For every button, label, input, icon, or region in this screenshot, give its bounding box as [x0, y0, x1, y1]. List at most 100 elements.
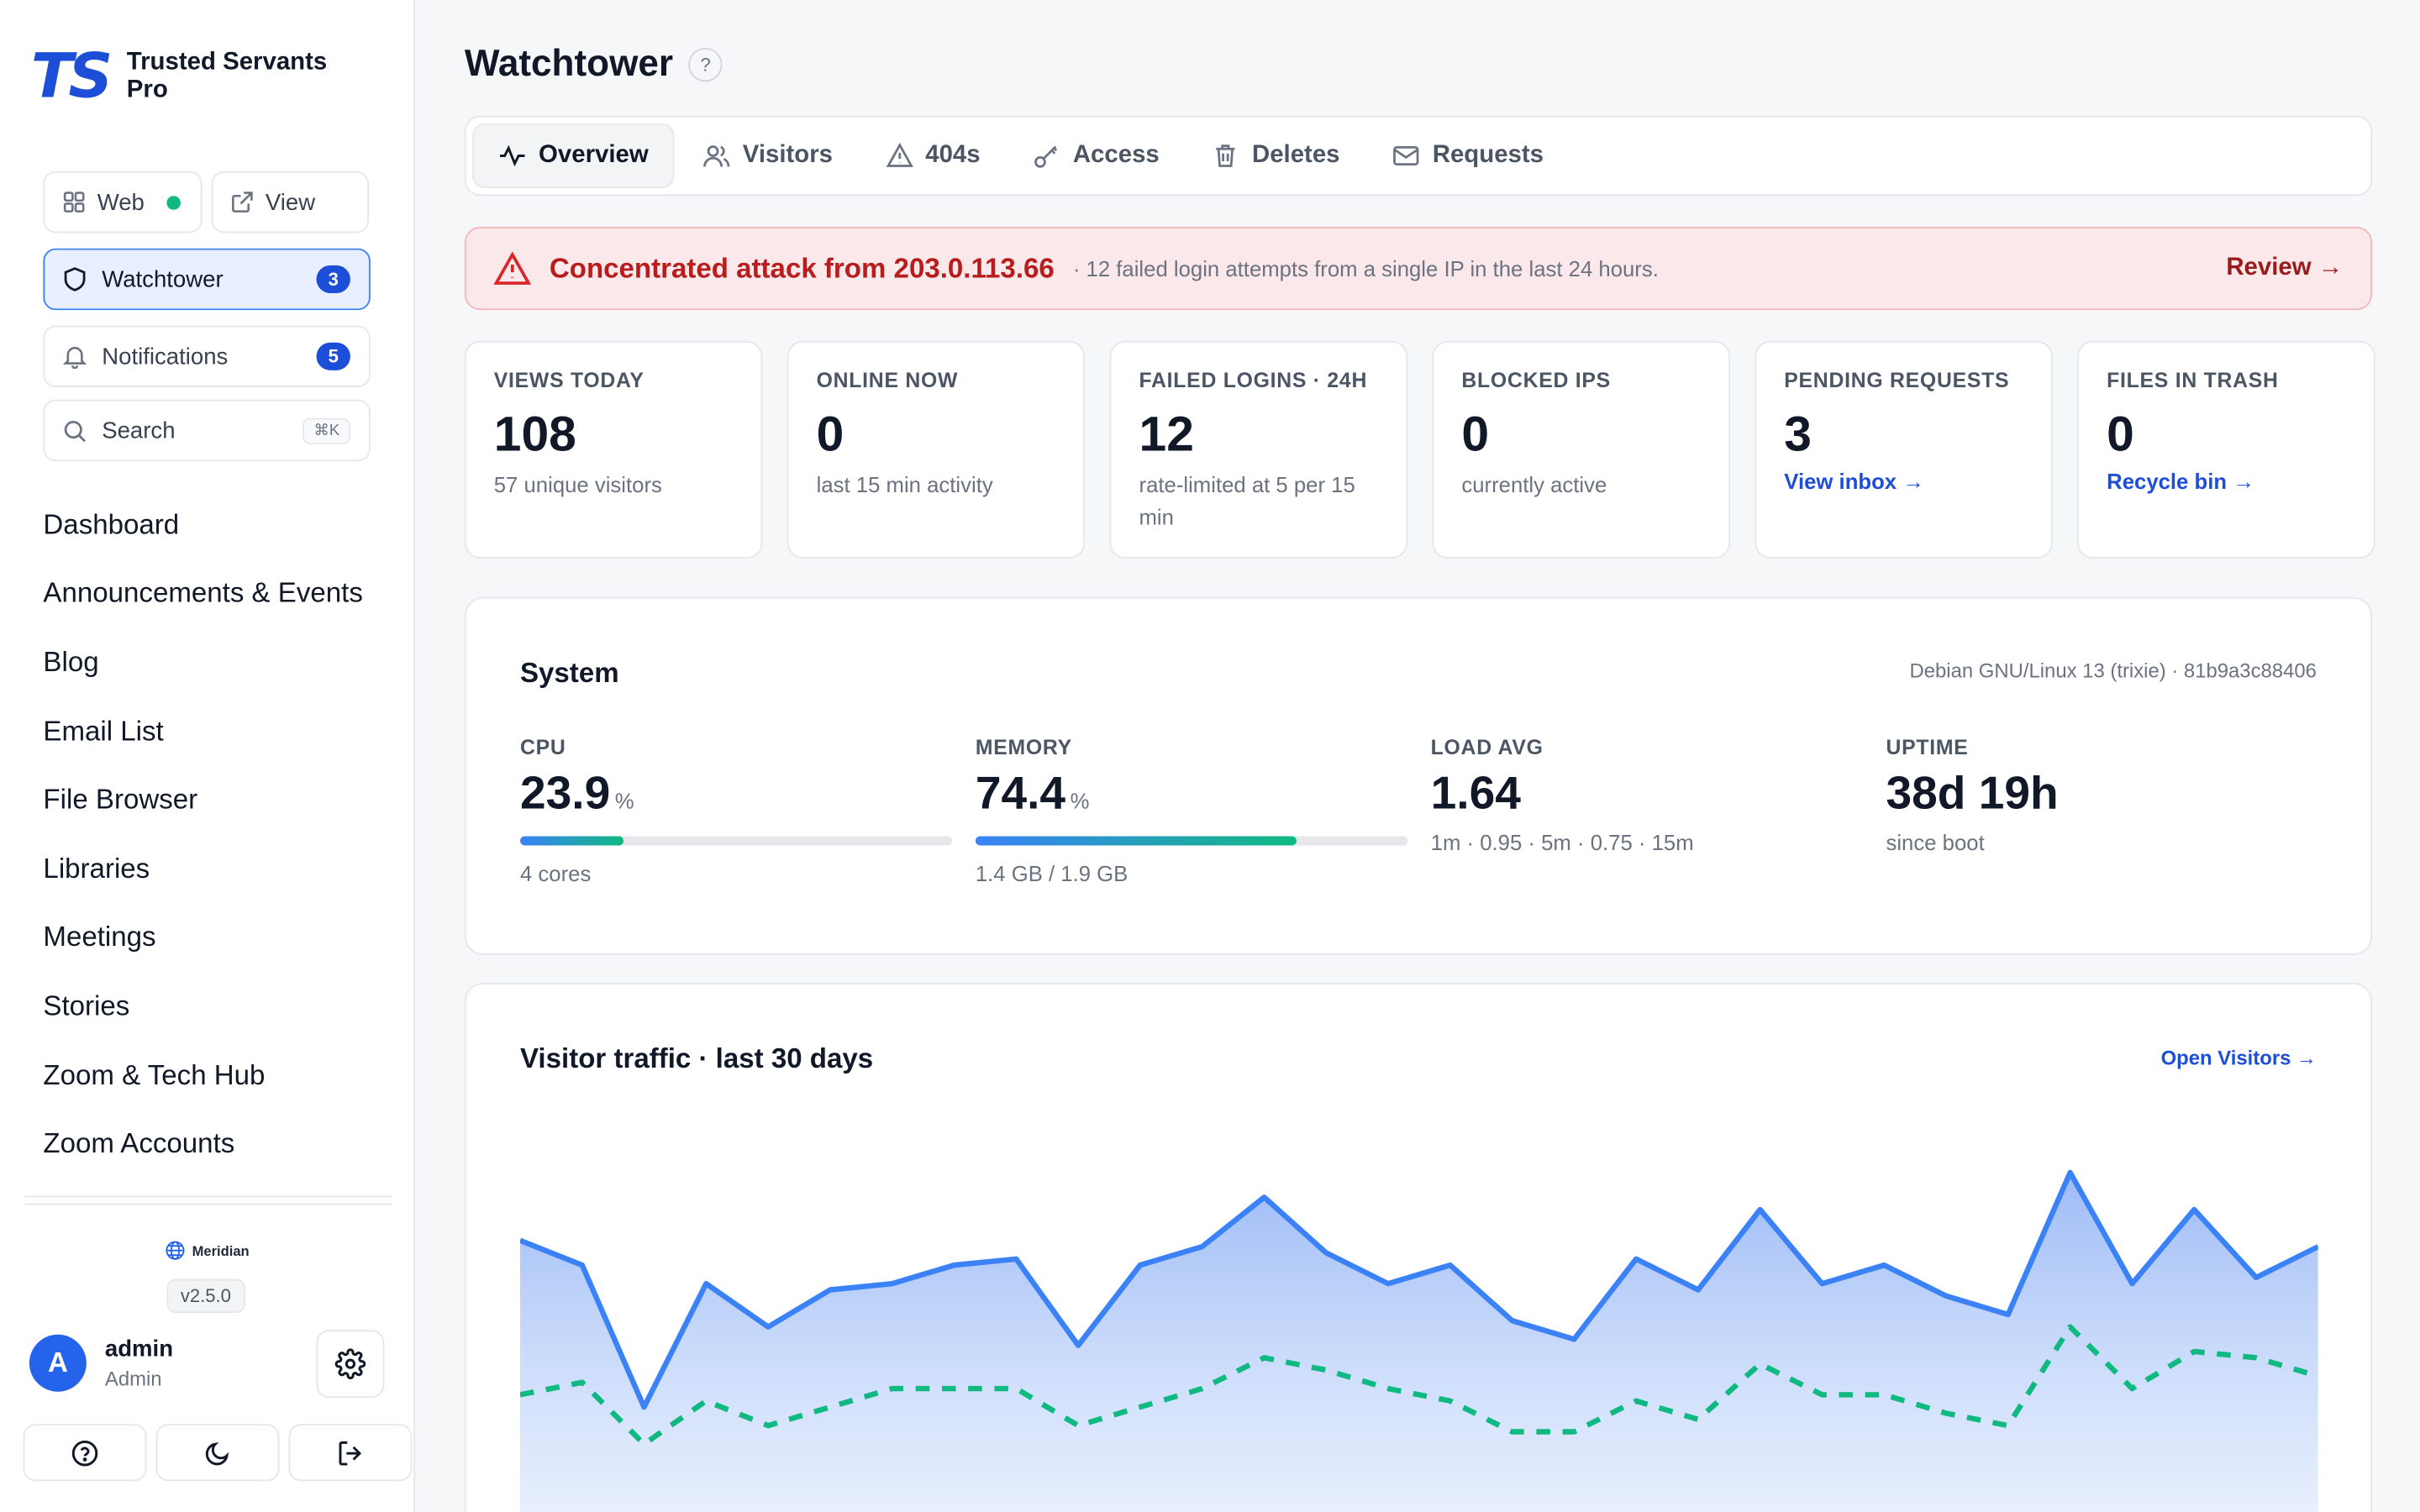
tab-404s-label: 404s: [925, 141, 981, 169]
review-link[interactable]: Review →: [2226, 255, 2344, 281]
logout-icon: [339, 1440, 362, 1465]
version-badge: v2.5.0: [166, 1278, 245, 1314]
tab-overview[interactable]: Overview: [472, 123, 675, 189]
nav-item-dashboard[interactable]: Dashboard: [43, 508, 180, 540]
activity-icon: [500, 144, 525, 167]
tab-bar: Overview Visitors 404s Access Deletes Re…: [464, 115, 2373, 197]
stat-card-online-now: ONLINE NOW 0 last 15 min activity: [786, 340, 1086, 559]
view-inbox-link[interactable]: View inbox →: [1784, 469, 1924, 494]
nav-item-zoom-accounts[interactable]: Zoom Accounts: [43, 1127, 235, 1159]
stat-value: 0: [2107, 406, 2134, 462]
stat-card-failed-logins: FAILED LOGINS · 24H 12 rate-limited at 5…: [1109, 340, 1408, 559]
user-profile[interactable]: A admin Admin: [29, 1334, 173, 1392]
traffic-title: Visitor traffic · last 30 days: [519, 1042, 874, 1074]
tab-requests-label: Requests: [1432, 141, 1544, 169]
cpu-progress-bar: [519, 836, 953, 846]
nav-item-announcements-events[interactable]: Announcements & Events: [43, 577, 363, 609]
series-line-views: [519, 1169, 2318, 1410]
alert-triangle-icon: [493, 251, 531, 285]
nav-item-blog[interactable]: Blog: [43, 646, 99, 678]
stat-label: FAILED LOGINS · 24H: [1139, 368, 1368, 392]
recycle-bin-link[interactable]: Recycle bin →: [2107, 469, 2254, 494]
alert-title: Concentrated attack from 203.0.113.66: [549, 252, 1055, 284]
search-icon: [64, 420, 86, 442]
nav-item-libraries[interactable]: Libraries: [43, 853, 150, 885]
grid-icon: [63, 192, 85, 213]
brand[interactable]: TS Trusted Servants Pro: [31, 46, 359, 108]
status-dot: [166, 195, 181, 209]
sidebar: TS Trusted Servants Pro Web View Watchto…: [0, 0, 416, 1512]
cpu-progress-fill: [519, 836, 623, 846]
tab-deletes[interactable]: Deletes: [1187, 123, 1365, 188]
search-label: Search: [102, 417, 176, 444]
site-links: Web View: [43, 171, 369, 234]
tab-access[interactable]: Access: [1008, 123, 1184, 188]
web-label: Web: [97, 189, 145, 216]
help-icon[interactable]: ?: [688, 47, 723, 82]
nav-item-file-browser[interactable]: File Browser: [43, 784, 198, 816]
metric-cpu: CPU 23.9% 4 cores: [519, 736, 953, 885]
metric-value: 1.64: [1430, 768, 1521, 820]
memory-progress-bar: [975, 836, 1408, 846]
stat-label: PENDING REQUESTS: [1784, 368, 2010, 392]
mail-icon: [1393, 146, 1419, 165]
series-line-unique: [519, 1324, 2318, 1447]
theme-toggle-button[interactable]: [155, 1424, 280, 1482]
stat-label: VIEWS TODAY: [493, 368, 644, 392]
bell-icon: [63, 346, 87, 369]
search-shortcut: ⌘K: [302, 417, 350, 444]
memory-progress-fill: [975, 836, 1297, 846]
page-title: Watchtower ?: [465, 43, 723, 86]
notifications-label: Notifications: [102, 343, 229, 370]
metric-unit: %: [614, 788, 634, 813]
stat-card-blocked-ips: BLOCKED IPS 0 currently active: [1432, 340, 1730, 559]
metric-label: MEMORY: [975, 736, 1072, 759]
shield-icon: [64, 267, 86, 291]
user-role: Admin: [104, 1367, 162, 1390]
watchtower-label: Watchtower: [102, 265, 224, 293]
nav-item-stories[interactable]: Stories: [43, 990, 130, 1021]
logout-button[interactable]: [288, 1424, 413, 1482]
tab-visitors-label: Visitors: [742, 141, 834, 169]
web-button[interactable]: Web: [43, 171, 203, 234]
settings-button[interactable]: [316, 1330, 385, 1399]
stat-value: 0: [1461, 406, 1490, 462]
tab-requests[interactable]: Requests: [1368, 123, 1569, 188]
tab-visitors[interactable]: Visitors: [678, 123, 858, 188]
metric-uptime: UPTIME 38d 19h since boot: [1886, 736, 2317, 854]
metric-value: 23.9: [519, 768, 611, 820]
alert-description: · 12 failed login attempts from a single…: [1072, 255, 1659, 281]
system-card: System Debian GNU/Linux 13 (trixie) · 81…: [464, 596, 2373, 955]
nav-item-zoom-tech-hub[interactable]: Zoom & Tech Hub: [43, 1059, 266, 1090]
search-button[interactable]: Search ⌘K: [43, 399, 371, 462]
brand-logo: TS: [30, 41, 113, 113]
stat-sub: currently active: [1461, 472, 1607, 497]
open-visitors-link[interactable]: Open Visitors →: [2160, 1046, 2317, 1069]
stat-value: 0: [816, 406, 844, 462]
metric-label: LOAD AVG: [1430, 736, 1544, 759]
sidebar-item-watchtower[interactable]: Watchtower 3: [43, 248, 371, 311]
metric-unit: %: [1070, 788, 1090, 813]
visitor-traffic-card: Visitor traffic · last 30 days Open Visi…: [464, 983, 2373, 1512]
help-button[interactable]: [23, 1424, 147, 1482]
tab-deletes-label: Deletes: [1251, 141, 1340, 169]
stat-value: 108: [493, 406, 576, 462]
globe-icon: [166, 1241, 186, 1260]
metric-sub: since boot: [1886, 830, 1985, 855]
stat-card-views-today: VIEWS TODAY 108 57 unique visitors: [464, 340, 763, 559]
sidebar-item-notifications[interactable]: Notifications 5: [43, 325, 371, 388]
tab-404s[interactable]: 404s: [860, 123, 1005, 188]
view-button[interactable]: View: [211, 171, 369, 234]
meridian-label: Meridian: [192, 1242, 250, 1258]
nav-item-meetings[interactable]: Meetings: [43, 921, 156, 953]
system-title: System: [519, 657, 619, 689]
metric-label: UPTIME: [1886, 736, 1969, 759]
nav-item-email-list[interactable]: Email List: [43, 715, 164, 747]
view-label: View: [265, 189, 316, 216]
metric-label: CPU: [519, 736, 566, 759]
tab-access-label: Access: [1072, 141, 1160, 169]
tab-overview-label: Overview: [539, 141, 649, 169]
metric-value: 74.4: [975, 768, 1066, 820]
stat-card-pending-requests: PENDING REQUESTS 3 View inbox →: [1754, 340, 2053, 559]
sidebar-nav: Dashboard Announcements & Events Blog Em…: [43, 491, 362, 1179]
